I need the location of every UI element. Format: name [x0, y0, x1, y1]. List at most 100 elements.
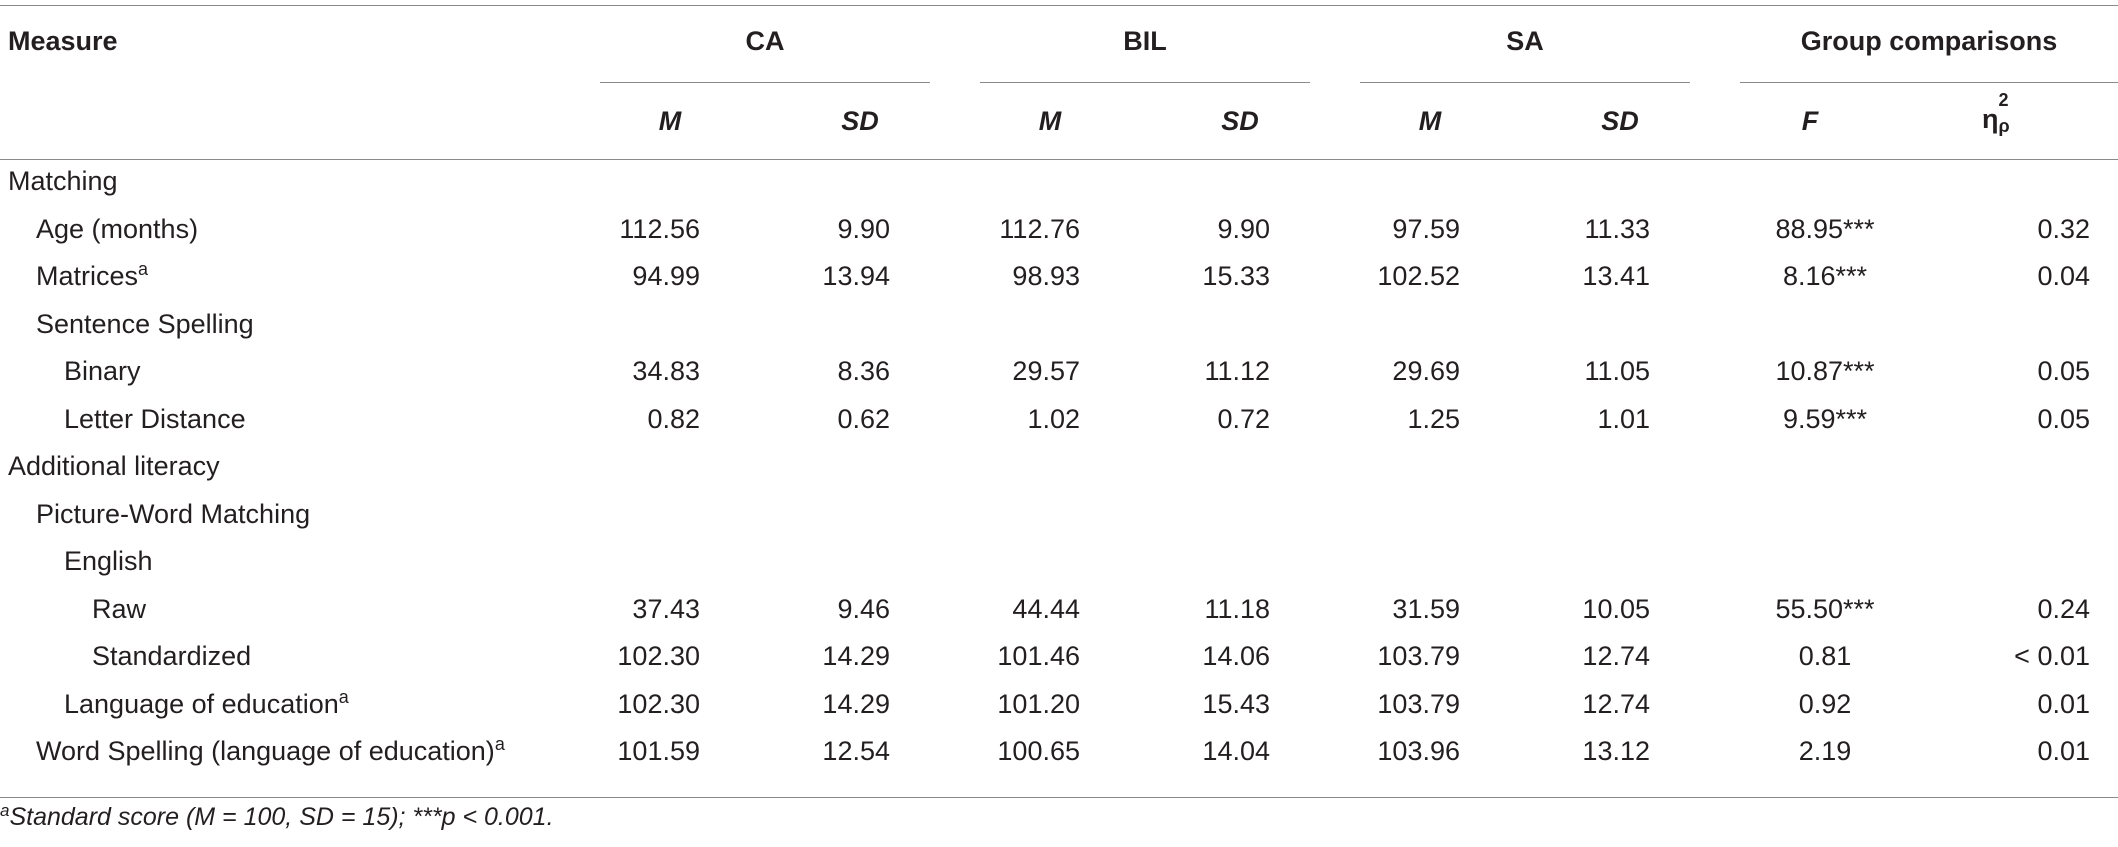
table-cell: 0.24 [2037, 593, 2090, 624]
row-label-footnote-marker: a [494, 734, 505, 754]
row-label: Standardized [92, 633, 251, 680]
subheader-ca-m: M [658, 106, 682, 136]
table-cell: 102.30 [617, 688, 700, 719]
table-cell: 94.99 [632, 261, 700, 291]
table-cell: 112.76 [999, 213, 1080, 244]
header-group-comparisons: Group comparisons [1800, 26, 2058, 56]
table-cell: 15.33 [1202, 261, 1270, 291]
row-label-text: Matching [8, 166, 118, 196]
header-group-ca: CA [745, 26, 785, 56]
row-label: English [64, 538, 153, 585]
row-label-text: Picture-Word Matching [36, 498, 311, 529]
table-footnote: aStandard score (M = 100, SD = 15); ***p… [0, 797, 554, 837]
row-label: Matricesa [36, 253, 148, 300]
eta-subscript: ρ [1998, 116, 2010, 136]
table-cell: 0.01 [2037, 688, 2090, 719]
top-rule [0, 5, 2118, 6]
table-cell: 0.81 [1798, 641, 1852, 671]
row-label-text: Raw [92, 593, 147, 624]
table-cell: 12.74 [1582, 641, 1650, 671]
row-label-text: Age (months) [36, 213, 199, 244]
table-cell: 9.59*** [1782, 403, 1868, 434]
header-group-sa: SA [1506, 26, 1544, 56]
table-cell: 13.41 [1582, 261, 1650, 291]
subheader-ca-sd: SD [841, 106, 879, 136]
footnote-text: Standard score (M = 100, SD = 15); ***p … [9, 803, 554, 831]
table-cell: 34.83 [632, 356, 700, 386]
row-label: Matching [8, 158, 118, 205]
table-cell: 2.19 [1798, 736, 1852, 766]
table-cell: 10.87*** [1775, 356, 1875, 386]
table-cell: 8.16*** [1782, 261, 1868, 291]
table-cell: 12.54 [822, 736, 890, 766]
row-label-text: Binary [64, 356, 141, 386]
table-cell: 11.05 [1584, 356, 1650, 386]
table-cell: 0.01 [2037, 736, 2090, 766]
table-cell: 103.96 [1377, 736, 1460, 766]
table-cell: 102.52 [1377, 261, 1460, 291]
row-label-footnote-marker: a [138, 259, 149, 279]
table-cell: 0.04 [2037, 261, 2090, 291]
table-cell: 97.59 [1392, 213, 1460, 244]
subheader-f: F [1801, 106, 1819, 136]
table-cell: 0.72 [1217, 403, 1270, 434]
row-label-text: Letter Distance [64, 403, 246, 434]
row-label: Language of educationa [64, 681, 349, 728]
table-cell: 1.01 [1597, 403, 1650, 434]
group-comparisons-underline [1740, 82, 2118, 83]
row-label: Additional literacy [8, 443, 220, 490]
table-cell: 112.56 [619, 213, 700, 244]
table-cell: 0.82 [647, 403, 700, 434]
table-cell: 0.05 [2037, 403, 2090, 434]
row-label: Picture-Word Matching [36, 491, 310, 538]
row-label-text: Additional literacy [8, 451, 220, 481]
table-cell: 1.25 [1407, 403, 1460, 434]
row-label-text: English [64, 546, 153, 576]
table-cell: 13.94 [822, 261, 890, 291]
table-cell: 0.05 [2037, 356, 2090, 386]
table-cell: 9.90 [1217, 213, 1270, 244]
subheader-bil-m: M [1038, 106, 1062, 136]
row-label-text: Matrices [36, 261, 139, 291]
row-label: Sentence Spelling [36, 301, 254, 348]
table-cell: 37.43 [632, 593, 700, 624]
table-cell: 31.59 [1392, 593, 1460, 624]
subheader-sa-sd: SD [1601, 106, 1639, 136]
table-cell: 88.95*** [1775, 213, 1875, 244]
bottom-rule [0, 797, 2118, 798]
bil-underline [980, 82, 1310, 83]
table-cell: 29.57 [1012, 356, 1080, 386]
table-cell: 13.12 [1582, 736, 1650, 766]
table-cell: 8.36 [837, 356, 890, 386]
row-label-footnote-marker: a [338, 686, 349, 707]
table-cell: 9.46 [837, 593, 890, 624]
subheader-sa-m: M [1418, 106, 1442, 136]
table-cell: 101.59 [617, 736, 700, 766]
subheader-bil-sd: SD [1221, 106, 1259, 136]
table-cell: 11.33 [1584, 213, 1650, 244]
table-cell: 101.20 [997, 688, 1080, 719]
table-cell: 14.04 [1202, 736, 1270, 766]
table-cell: 15.43 [1202, 688, 1270, 719]
row-label-text: Language of education [64, 688, 339, 719]
table-cell: 14.06 [1202, 641, 1270, 671]
table-cell: 1.02 [1027, 403, 1080, 434]
table-cell: 101.46 [997, 641, 1080, 671]
table-cell: 14.29 [822, 688, 890, 719]
table-cell: < 0.01 [2014, 641, 2090, 671]
header-measure: Measure [8, 26, 118, 56]
row-label-text: Word Spelling (language of education) [36, 736, 495, 766]
row-label: Binary [64, 348, 141, 395]
table-cell: 0.92 [1798, 688, 1852, 719]
row-label: Age (months) [36, 206, 198, 253]
table-cell: 14.29 [822, 641, 890, 671]
row-label: Word Spelling (language of education)a [36, 728, 505, 775]
row-label-text: Sentence Spelling [36, 308, 254, 339]
table-cell: 9.90 [837, 213, 890, 244]
ca-underline [600, 82, 930, 83]
row-label: Letter Distance [64, 396, 246, 443]
table-cell: 98.93 [1012, 261, 1080, 291]
subheader-eta-squared: η 2 ρ [1982, 90, 2010, 136]
table-cell: 12.74 [1582, 688, 1650, 719]
row-label-text: Standardized [92, 641, 252, 671]
